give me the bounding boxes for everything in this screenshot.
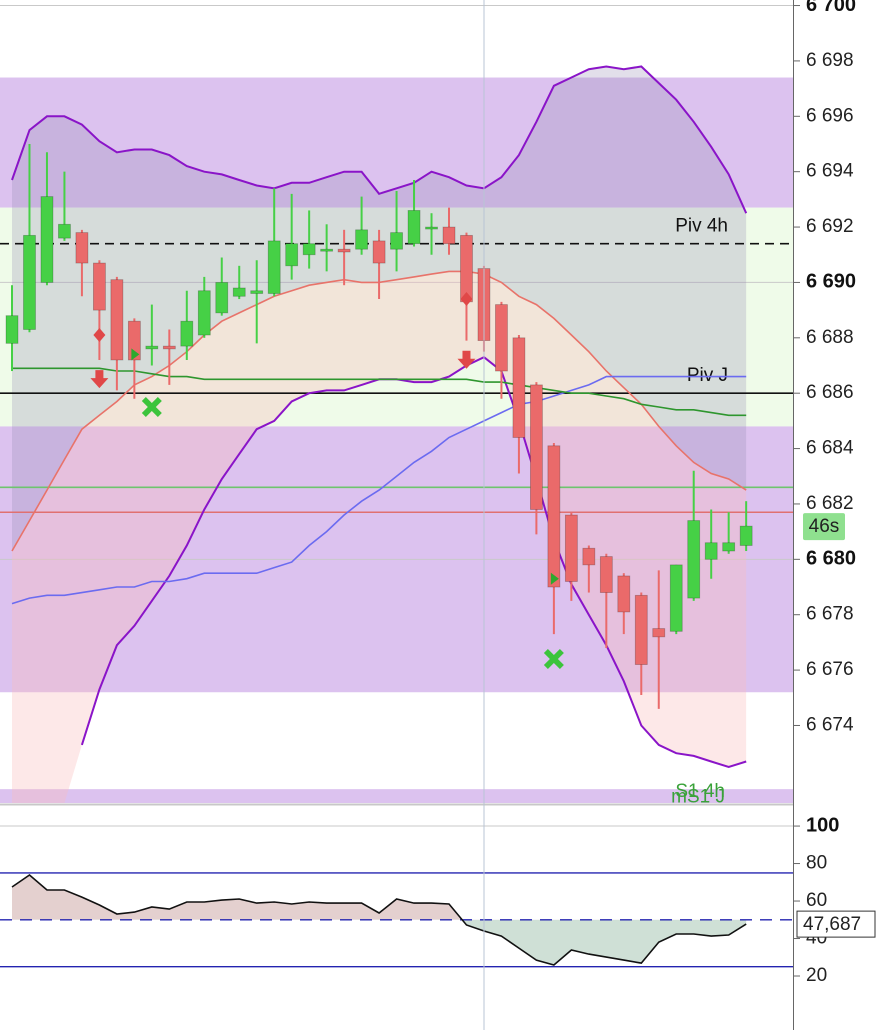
zone (0, 77, 793, 208)
rsi-fill-below (12, 919, 747, 965)
candle-body (582, 547, 596, 566)
y-tick-label: 6 698 (806, 50, 854, 71)
candle-body (547, 445, 561, 588)
value-label: 47,687 (803, 914, 861, 935)
candle-body (302, 243, 316, 256)
y-tick-label: 60 (806, 890, 827, 911)
y-tick-label: 6 676 (806, 659, 854, 680)
rsi-panel (0, 825, 793, 968)
y-tick-label: 80 (806, 853, 827, 874)
candle-body (599, 556, 613, 593)
candle-body (93, 262, 106, 311)
candle-body (669, 564, 683, 632)
candle-body (110, 279, 124, 361)
y-tick-label: 6 686 (806, 382, 854, 403)
y-tick-label: 100 (806, 814, 839, 836)
candle-body (320, 248, 334, 252)
zone (0, 789, 793, 803)
candle-body (197, 290, 211, 336)
candle-body (652, 628, 666, 638)
candle-body (495, 304, 508, 372)
candle-body (512, 337, 526, 438)
y-tick-label: 6 690 (806, 271, 856, 293)
y-tick-label: 6 692 (806, 216, 854, 237)
candle-body (372, 240, 386, 264)
candle-body (564, 514, 578, 582)
candle-body (180, 320, 194, 347)
y-tick-label: 6 696 (806, 105, 854, 126)
candle-body (442, 226, 456, 245)
y-tick-label: 6 694 (806, 161, 854, 182)
candle-body (355, 229, 369, 250)
y-tick-label: 6 688 (806, 327, 854, 348)
candle-body (215, 282, 229, 314)
band-fill-upper (12, 66, 747, 552)
candle-body (390, 232, 403, 250)
signal-marker (131, 348, 140, 361)
y-tick-label: 6 678 (806, 604, 854, 625)
signal-marker (141, 397, 162, 418)
y-tick-label: 6 682 (806, 493, 854, 514)
candle-body (530, 384, 543, 510)
candle-body (739, 525, 753, 546)
indicator-line (11, 375, 747, 605)
candle-body (267, 240, 281, 294)
candle-body (58, 223, 71, 239)
candle-body (250, 290, 264, 294)
indicator-line (80, 356, 747, 769)
candle-body (460, 234, 473, 303)
signal-marker (90, 370, 109, 389)
rsi-line (11, 873, 747, 966)
candle-body (425, 226, 438, 230)
level-label: Piv 4h (675, 216, 728, 237)
candle-body (407, 210, 421, 245)
y-tick-label: 20 (806, 965, 827, 986)
candle-body (232, 287, 246, 297)
signal-marker (460, 292, 473, 307)
signal-marker (550, 572, 559, 585)
signal-marker (93, 328, 106, 343)
level-label: Piv J (687, 365, 728, 386)
y-tick-label: 6 674 (806, 714, 854, 735)
candle-body (634, 594, 648, 665)
candle-body (145, 345, 159, 350)
y-tick-label: 6 680 (806, 548, 856, 570)
annotation: mS1 J (671, 786, 725, 807)
candle-body (5, 315, 19, 344)
candle-body (23, 234, 36, 330)
value-label-box (796, 910, 876, 938)
candle-body (162, 345, 176, 350)
candle-body (337, 248, 351, 253)
candle-body (75, 232, 89, 264)
signal-marker (543, 649, 564, 670)
band-fill-lower (12, 271, 747, 803)
rsi-fill-above (12, 875, 463, 920)
candle-body (722, 542, 736, 552)
candle-body (40, 196, 54, 283)
y-tick-label: 6 684 (806, 438, 854, 459)
indicator-line (11, 65, 748, 214)
candle-body (285, 243, 299, 267)
candle-body (617, 575, 631, 613)
candle-body (704, 542, 718, 560)
annotation: S1 4h (675, 781, 725, 802)
countdown-box (803, 513, 845, 541)
countdown: 46s (809, 516, 840, 537)
y-tick-label: 6 700 (806, 0, 856, 16)
candle-body (687, 520, 701, 599)
signal-marker (457, 350, 476, 369)
